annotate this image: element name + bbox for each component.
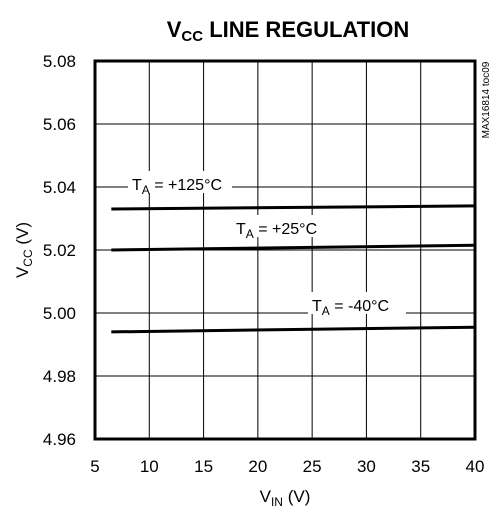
y-axis-label-rest: (V) [13,222,32,249]
y-tick-label: 5.00 [43,304,76,323]
annotation-25-main: T [236,221,246,238]
annotation-125: TA = +125°C [132,177,222,197]
grid-lines [95,61,475,439]
series-line-0 [111,204,476,211]
x-tick-label: 25 [303,457,322,476]
x-tick-label: 10 [140,457,159,476]
annotation-bg-25 [232,215,326,237]
chart-title: VCC LINE REGULATION [167,17,410,45]
x-tick-label: 20 [248,457,267,476]
annotation-neg40-rest: = -40°C [330,298,389,315]
x-tick-label: 5 [90,457,99,476]
x-tick-label: 35 [411,457,430,476]
series-line-1 [111,243,476,252]
x-axis-label-main: V [260,487,272,506]
y-tick-label: 4.98 [43,367,76,386]
annotation-bg-neg40 [308,292,406,314]
y-tick-labels: 4.96 4.98 5.00 5.02 5.04 5.06 5.08 [43,52,76,449]
plot-frame [93,59,477,441]
chart-title-main: V [167,17,182,42]
annotation-bg-125 [128,171,232,193]
x-axis-label-rest: (V) [283,487,310,506]
part-number-watermark: MAX16814 toc09 [481,61,492,138]
chart-title-rest: LINE REGULATION [203,17,409,42]
y-tick-label: 5.04 [43,178,76,197]
annotation-25-rest: = +25°C [254,221,317,238]
y-axis-label-sub: CC [21,249,35,267]
annotation-neg40-main: T [312,298,322,315]
annotation-neg40-sub: A [322,304,330,318]
y-tick-label: 5.08 [43,52,76,71]
annotation-neg40: TA = -40°C [312,298,389,318]
annotation-25-sub: A [246,227,254,241]
x-axis-label: VIN (V) [260,487,311,509]
series-line-2 [111,325,476,334]
x-axis-label-sub: IN [271,495,283,509]
annotation-125-sub: A [142,183,150,197]
x-tick-label: 30 [357,457,376,476]
series-annotations: TA = +125°C TA = +25°C TA = -40°C [128,171,406,318]
annotation-125-main: T [132,177,142,194]
series-lines [111,204,476,334]
annotation-125-rest: = +125°C [150,177,222,194]
x-tick-label: 40 [466,457,485,476]
x-tick-labels: 5 10 15 20 25 30 35 40 [90,457,484,476]
chart-title-sub: CC [181,28,203,45]
y-axis-label: VCC (V) [13,222,35,278]
x-tick-label: 15 [194,457,213,476]
annotation-25: TA = +25°C [236,221,317,241]
y-tick-label: 4.96 [43,430,76,449]
y-tick-label: 5.02 [43,241,76,260]
y-axis-label-main: V [13,266,32,278]
y-tick-label: 5.06 [43,115,76,134]
